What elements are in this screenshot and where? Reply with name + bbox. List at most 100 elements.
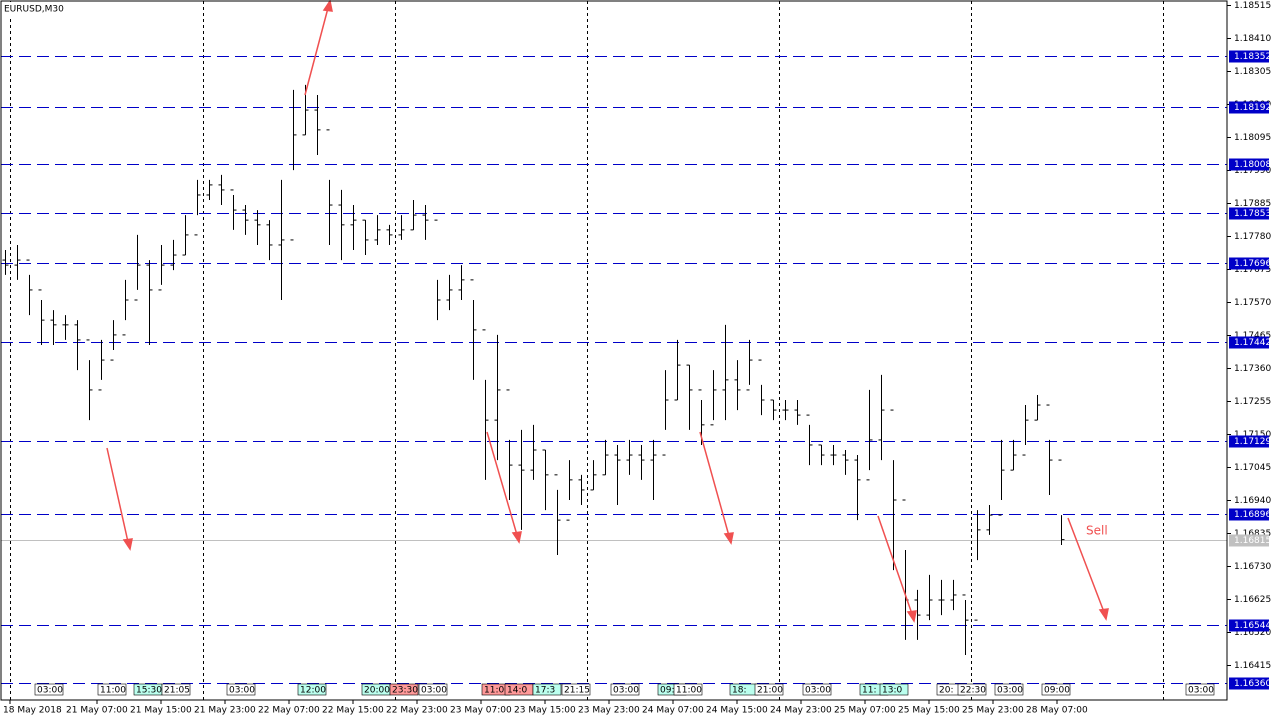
time-marker: 20:	[939, 686, 953, 696]
level-label-bg	[1229, 50, 1269, 63]
time-marker: 03:00	[997, 686, 1023, 696]
y-tick-label: 1.16520	[1234, 628, 1271, 638]
chart-title: EURUSD,M30	[4, 5, 64, 15]
y-tick-label: 1.17885	[1234, 199, 1271, 209]
time-marker-bg	[994, 683, 1024, 696]
y-tick-label: 1.17675	[1234, 265, 1271, 275]
time-marker: 23:30	[392, 686, 418, 696]
time-marker-bg	[1185, 683, 1215, 696]
level-label: 1.17129	[1234, 437, 1271, 447]
time-marker-bg	[957, 683, 987, 696]
time-marker-bg	[161, 683, 191, 696]
time-marker: 17:3	[535, 686, 555, 696]
time-marker-bg	[97, 683, 127, 696]
levels	[1, 56, 1227, 684]
time-marker: 11:	[862, 686, 876, 696]
level-label: 1.16544	[1234, 621, 1271, 631]
level-label: 1.16360	[1234, 679, 1271, 689]
level-label: 1.18192	[1234, 103, 1271, 113]
arrow-head	[322, 0, 333, 12]
x-tick-label: 22 May 15:00	[322, 706, 384, 716]
level-label-bg	[1229, 508, 1269, 521]
y-tick-label: 1.18515	[1234, 1, 1271, 11]
x-tick-label: 23 May 15:00	[514, 706, 576, 716]
time-marker: 03:00	[805, 686, 831, 696]
x-tick-label: 22 May 07:00	[258, 706, 320, 716]
y-tick-label: 1.17570	[1234, 298, 1271, 308]
current-price-bg	[1229, 534, 1269, 547]
arrow	[304, 7, 329, 96]
time-marker-bg	[297, 683, 327, 696]
arrow-head	[1098, 608, 1109, 621]
time-marker-bg	[418, 683, 448, 696]
arrow-head	[122, 538, 133, 551]
y-tick-label: 1.17255	[1234, 397, 1271, 407]
y-tick-label: 1.18410	[1234, 34, 1271, 44]
time-marker: 03:00	[1188, 686, 1214, 696]
title-bg	[2, 2, 70, 16]
x-tick-label: 23 May 23:00	[578, 706, 640, 716]
level-label-bg	[1229, 435, 1269, 448]
x-tick-label: 24 May 15:00	[706, 706, 768, 716]
time-marker: 22:30	[960, 686, 986, 696]
time-marker: 20:00	[364, 686, 390, 696]
level-label-bg	[1229, 677, 1269, 690]
x-tick-label: 21 May 23:00	[194, 706, 256, 716]
y-tick-label: 1.18305	[1234, 67, 1271, 77]
time-marker-bg	[561, 683, 591, 696]
level-label-bg	[1229, 207, 1269, 220]
current-price-label: 1.16815	[1234, 536, 1271, 546]
time-marker-bg	[34, 683, 64, 696]
time-marker-bg	[1041, 683, 1071, 696]
x-tick-label: 23 May 07:00	[450, 706, 512, 716]
x-tick-label: 21 May 07:00	[66, 706, 128, 716]
time-marker: 21:00	[757, 686, 783, 696]
time-marker: 18:	[732, 686, 746, 696]
annotation: Sell	[1086, 524, 1108, 538]
level-label-bg	[1229, 257, 1269, 270]
y-tick-label: 1.17360	[1234, 364, 1271, 374]
arrow	[699, 431, 730, 537]
y-tick-label: 1.17465	[1234, 331, 1271, 341]
time-marker: 11:00	[484, 686, 510, 696]
time-marker: 15:30	[136, 686, 162, 696]
time-markers: 03:00 11:00 15:30 21:05 03:00 12:00 20:00 23:30…	[34, 683, 1215, 696]
time-marker-bg	[802, 683, 832, 696]
level-label-bg	[1229, 619, 1269, 632]
time-marker: 12:00	[300, 686, 326, 696]
x-tick-label: 25 May 15:00	[898, 706, 960, 716]
time-marker: 14:0	[507, 686, 527, 696]
time-marker-bg	[226, 683, 256, 696]
y-tick-label: 1.16625	[1234, 595, 1271, 605]
x-tick-label: 28 May 07:00	[1026, 706, 1088, 716]
level-label: 1.17853	[1234, 209, 1271, 219]
y-tick-label: 1.17780	[1234, 232, 1271, 242]
level-label: 1.17442	[1234, 338, 1271, 348]
arrow	[106, 447, 129, 543]
y-tick-label: 1.17150	[1234, 430, 1271, 440]
time-marker: 03:00	[37, 686, 63, 696]
time-marker: 09:00	[1044, 686, 1070, 696]
time-marker-bg	[389, 683, 419, 696]
y-tick-label: 1.16940	[1234, 496, 1271, 506]
level-label-bg	[1229, 336, 1269, 349]
y-tick-label: 1.18095	[1234, 133, 1271, 143]
time-marker: 21:05	[164, 686, 190, 696]
time-marker-bg	[532, 683, 562, 696]
arrow	[1067, 517, 1105, 613]
time-marker: 03:00	[229, 686, 255, 696]
x-tick-label: 24 May 07:00	[642, 706, 704, 716]
level-label: 1.16896	[1234, 510, 1271, 520]
time-marker: 09:	[660, 686, 674, 696]
arrows	[106, 0, 1109, 623]
level-label: 1.18008	[1234, 160, 1271, 170]
plot-frame	[0, 0, 1228, 701]
x-tick-label: 22 May 23:00	[386, 706, 448, 716]
x-tick-label: 24 May 23:00	[770, 706, 832, 716]
x-tick-label: 25 May 07:00	[834, 706, 896, 716]
bars	[2, 84, 1065, 656]
time-marker: 03:00	[613, 686, 639, 696]
time-marker-bg	[879, 683, 909, 696]
